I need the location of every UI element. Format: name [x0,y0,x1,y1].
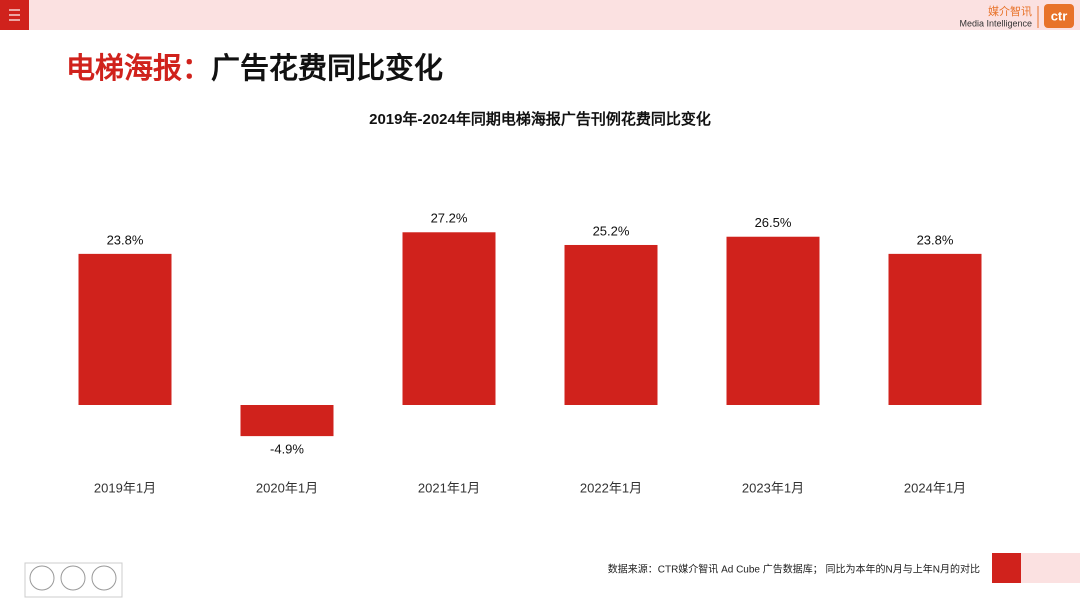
bar [564,244,658,405]
bar [402,232,496,405]
source-note: 数据来源：CTR媒介智讯 Ad Cube 广告数据库； 同比为本年的N月与上年N… [608,563,980,576]
title-highlight: 电梯海报： [66,52,211,85]
bar [726,236,820,405]
data-label: 23.8% [917,232,954,247]
data-label: 25.2% [593,223,630,238]
x-tick-label: 2021年1月 [418,480,480,495]
slide-title: 电梯海报：广告花费同比变化 [66,51,443,85]
title-main: 广告花费同比变化 [211,51,443,85]
data-label: 23.8% [107,232,144,247]
bar [78,253,172,405]
data-label: 26.5% [755,215,792,230]
certification-badges [24,562,123,598]
chart-title: 2019年-2024年同期电梯海报广告刊例花费同比变化 [369,110,711,128]
logo-box [1044,4,1074,28]
logo-en: Media Intelligence [959,18,1032,28]
data-label: 27.2% [431,211,468,226]
x-tick-label: 2024年1月 [904,480,966,495]
logo-cn: 媒介智讯 [988,4,1032,18]
logo-mark: ctr [1051,8,1068,23]
data-label: -4.9% [270,442,304,457]
x-tick-label: 2022年1月 [580,480,642,495]
menu-icon [9,9,20,21]
footer-band [1020,553,1080,583]
footer-square [992,553,1021,583]
x-tick-label: 2019年1月 [94,480,156,495]
bar [240,405,334,437]
x-tick-label: 2023年1月 [742,480,804,495]
top-band [0,0,1080,30]
x-tick-label: 2020年1月 [256,480,318,495]
bar [888,253,982,405]
